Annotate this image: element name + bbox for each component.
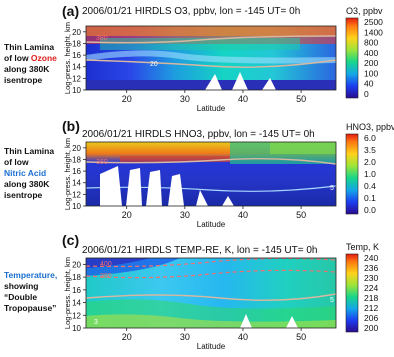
x-tick-label: 50 (296, 94, 306, 104)
colorbar-tick-label: 3.5 (364, 145, 376, 155)
contour-label: 380 (100, 273, 112, 280)
colorbar-tick-label: 212 (364, 303, 378, 313)
y-tick-label: 20 (72, 28, 81, 37)
panel-b-plot: 20 30 40 50 10 12 14 16 18 20 Latitude Log-press. h… (63, 133, 376, 229)
colorbar-tick-label: 800 (364, 38, 378, 48)
contour-label: 3 (94, 319, 98, 326)
y-axis-label: Log-press. height, km (63, 138, 72, 210)
x-axis-label: Latitude (197, 342, 226, 351)
panel-a: 20 30 40 50 10 12 14 16 18 20 Latitude Log-press. h… (0, 0, 394, 116)
contour-label: 380 (96, 159, 108, 166)
y-tick-label: 16 (72, 167, 81, 176)
y-tick-label: 12 (72, 311, 81, 320)
colorbar-tick-label: 6.0 (364, 133, 376, 143)
y-axis-label: Log-press. height, km (63, 22, 72, 94)
y-tick-label: 18 (72, 273, 81, 282)
y-tick-label: 14 (72, 299, 81, 308)
panel-a-colorbar-label: O3, ppbv (346, 6, 383, 16)
colorbar-tick-label: 236 (364, 263, 378, 273)
y-tick-label: 10 (72, 324, 81, 333)
x-tick-label: 20 (122, 332, 132, 342)
colorbar-tick-label: 1400 (364, 27, 383, 37)
panel-c-title: 2006/01/21 HIRDLS TEMP-RE, K, lon = -145… (82, 245, 318, 256)
contour-label: 400 (100, 261, 112, 268)
colorbar-tick-label: 0.4 (364, 181, 376, 191)
x-tick-label: 20 (122, 210, 132, 220)
contour-label: 5 (330, 185, 334, 192)
y-tick-label: 12 (72, 74, 81, 83)
panel-b-letter: (b) (62, 118, 80, 134)
x-axis-label: Latitude (197, 220, 226, 229)
y-tick-label: 16 (72, 51, 81, 60)
contour-label: 2 (150, 197, 154, 204)
y-axis-label: Log-press. height, km (63, 257, 72, 329)
colorbar-tick-label: 1.0 (364, 169, 376, 179)
colorbar-tick-label: 230 (364, 273, 378, 283)
panel-c-plot: 20 30 40 50 10 12 14 16 18 20 Latitude Log-press. h… (63, 253, 378, 351)
y-tick-label: 18 (72, 39, 81, 48)
panel-c-note: Temperature, showing “Double Tropopause” (4, 270, 58, 313)
panel-a-title: 2006/01/21 HIRDLS O3, ppbv, lon = -145 U… (82, 6, 301, 17)
x-tick-label: 40 (238, 210, 248, 220)
panel-b: 20 30 40 50 10 12 14 16 18 20 Latitude Log-press. h… (0, 116, 394, 232)
colorbar-tick-label: 100 (364, 68, 378, 78)
colorbar-tick-label: 2500 (364, 17, 383, 27)
colorbar-tick-label: 240 (364, 253, 378, 263)
x-tick-label: 50 (296, 332, 306, 342)
colorbar (345, 17, 359, 99)
y-tick-label: 20 (72, 144, 81, 153)
colorbar-tick-label: 206 (364, 313, 378, 323)
x-tick-label: 30 (180, 94, 190, 104)
colorbar (345, 253, 359, 333)
contour-label: 380 (96, 35, 108, 42)
x-tick-label: 30 (180, 332, 190, 342)
panel-a-letter: (a) (62, 3, 80, 19)
y-tick-label: 16 (72, 286, 81, 295)
colorbar-tick-label: 400 (364, 48, 378, 58)
contour-label: 20 (150, 61, 158, 68)
y-tick-label: 10 (72, 86, 81, 95)
y-tick-label: 18 (72, 155, 81, 164)
panel-a-plot: 20 30 40 50 10 12 14 16 18 20 Latitude Log-press. h… (63, 17, 383, 113)
colorbar-tick-label: 0.0 (364, 205, 376, 215)
colorbar-tick-label: 200 (364, 58, 378, 68)
y-tick-label: 14 (72, 179, 81, 188)
panel-b-note: Thin Lamina of low Nitric Acid along 380… (4, 146, 55, 200)
panel-b-colorbar-label: HNO3, ppbv (346, 122, 394, 132)
colorbar-tick-label: 224 (364, 283, 378, 293)
y-tick-label: 20 (72, 260, 81, 269)
panel-c-letter: (c) (62, 232, 80, 248)
x-tick-label: 20 (122, 94, 132, 104)
colorbar-tick-label: 218 (364, 293, 378, 303)
panel-a-note: Thin Lamina of low Ozone along 380K isen… (4, 42, 57, 85)
panel-c-colorbar-label: Temp, K (346, 242, 380, 252)
colorbar-tick-label: 200 (364, 323, 378, 333)
colorbar-tick-label: 0.1 (364, 193, 376, 203)
panel-b-title: 2006/01/21 HIRDLS HNO3, ppbv, lon = -145… (82, 129, 315, 140)
x-axis-label: Latitude (197, 104, 226, 113)
colorbar-tick-label: 2.0 (364, 157, 376, 167)
y-tick-label: 12 (72, 190, 81, 199)
contour-label: 5 (330, 297, 334, 304)
panel-c: 20 30 40 50 10 12 14 16 18 20 Latitude Log-press. h… (0, 232, 394, 351)
x-tick-label: 30 (180, 210, 190, 220)
colorbar (345, 133, 359, 215)
colorbar-tick-label: 0 (364, 89, 369, 99)
x-tick-label: 50 (296, 210, 306, 220)
y-tick-label: 14 (72, 63, 81, 72)
x-tick-label: 40 (238, 94, 248, 104)
x-tick-label: 40 (238, 332, 248, 342)
colorbar-tick-label: 40 (364, 79, 374, 89)
y-tick-label: 10 (72, 202, 81, 211)
